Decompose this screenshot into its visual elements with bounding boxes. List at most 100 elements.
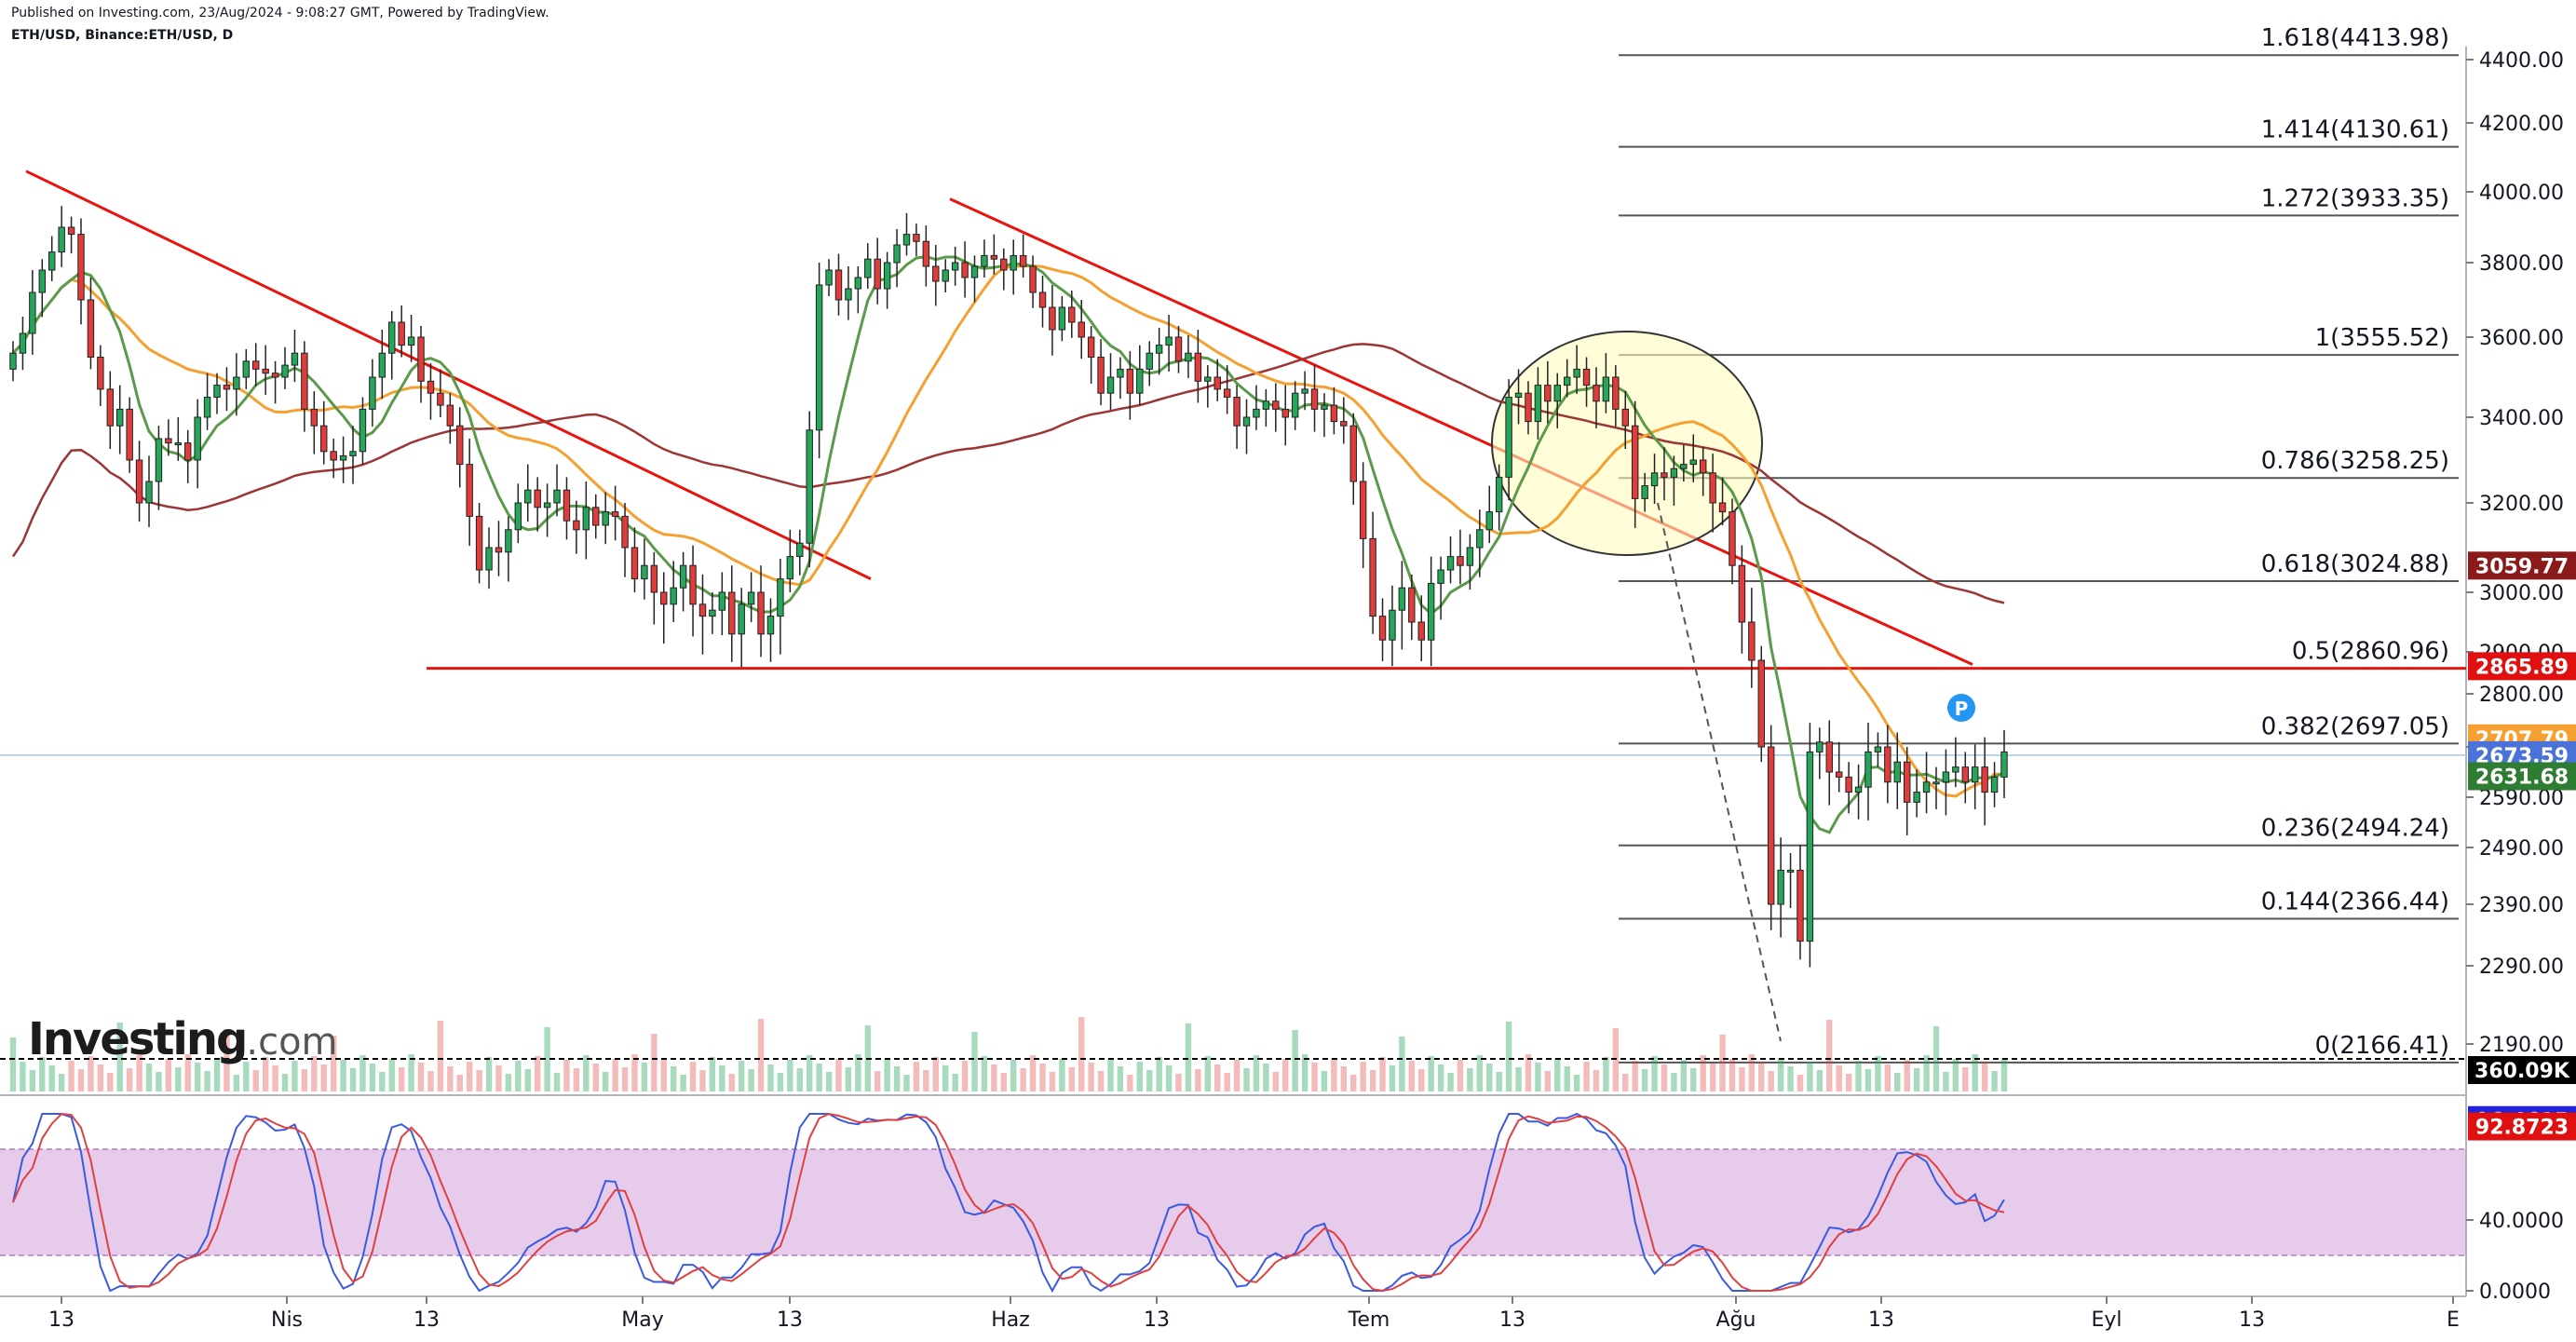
volume-bar: [719, 1065, 725, 1091]
candle-body: [87, 299, 95, 358]
candle-body: [970, 265, 979, 278]
candle-body: [1466, 547, 1474, 566]
candle-body: [1146, 352, 1153, 370]
candle-body: [485, 547, 493, 571]
fib-level-label: 1.618(4413.98): [2261, 24, 2449, 52]
candle-body: [1718, 502, 1727, 513]
candle-body: [1534, 385, 1542, 423]
candle-body: [1952, 766, 1959, 773]
volume-bar: [1214, 1064, 1221, 1091]
candle-body: [1242, 416, 1251, 427]
volume-bar: [485, 1057, 493, 1091]
volume-bar: [77, 1069, 85, 1091]
volume-bar: [1389, 1065, 1396, 1091]
candle-body: [1019, 254, 1027, 267]
candle-body: [922, 240, 930, 267]
volume-bar: [825, 1072, 833, 1091]
stoch-badge: [2468, 1112, 2576, 1141]
volume-bar: [1943, 1072, 1949, 1091]
volume-bar: [796, 1068, 803, 1091]
price-tick-label: 4200.00: [2479, 113, 2564, 136]
candle-body: [630, 547, 639, 580]
candle-body: [543, 502, 551, 508]
price-badge: [2468, 551, 2576, 580]
candle-body: [670, 587, 677, 605]
volume-bar: [1661, 1064, 1668, 1091]
candle-body: [1291, 392, 1299, 418]
candle-body: [349, 451, 357, 456]
volume-bar: [1020, 1068, 1026, 1091]
volume-bar: [1301, 1054, 1308, 1091]
candle-body: [359, 408, 367, 453]
volume-bar: [1175, 1074, 1182, 1091]
candle-body: [834, 269, 843, 301]
volume-bar: [689, 1062, 697, 1091]
volume-bar: [1039, 1064, 1046, 1091]
candle-body: [981, 254, 988, 267]
volume-bar: [1476, 1055, 1484, 1091]
volume-bar: [88, 1056, 94, 1091]
candle-body: [475, 515, 483, 571]
candle-body: [1174, 336, 1183, 362]
volume-bar: [1127, 1075, 1133, 1091]
time-tick-label: 13: [1144, 1308, 1170, 1332]
candle-body: [641, 564, 648, 580]
candle-body: [1621, 408, 1629, 427]
volume-bar: [515, 1061, 522, 1091]
volume-bar: [534, 1056, 541, 1091]
volume-bar: [1904, 1060, 1910, 1091]
candle-body: [1330, 404, 1338, 423]
volume-bar: [58, 1074, 65, 1091]
candle-body: [1582, 368, 1591, 386]
candle-body: [1321, 404, 1328, 410]
candle-body: [689, 564, 697, 605]
candle-body: [1942, 771, 1950, 783]
candle-body: [1446, 556, 1455, 571]
candle-body: [1661, 472, 1668, 478]
candle-body: [1000, 258, 1008, 271]
candle-body: [47, 251, 56, 271]
volume-bar: [1185, 1023, 1192, 1091]
candle-body: [679, 564, 687, 589]
candle-body: [573, 520, 580, 531]
candle-body: [1155, 345, 1163, 354]
time-tick-label: 13: [1499, 1308, 1525, 1332]
volume-bar: [476, 1070, 482, 1091]
candle-body: [893, 244, 901, 264]
volume-bar: [145, 1064, 153, 1091]
candle-body: [1106, 376, 1115, 394]
volume-bar: [1554, 1058, 1561, 1091]
volume-bar: [466, 1062, 473, 1091]
volume-bar: [1739, 1067, 1745, 1091]
candle-body: [1281, 408, 1289, 418]
volume-bar: [981, 1056, 988, 1091]
time-tick-label: 13: [1868, 1308, 1894, 1332]
candle-body: [1097, 357, 1105, 394]
candle-body: [1514, 392, 1523, 399]
candle-body: [1981, 766, 1988, 793]
candle-body: [1544, 385, 1552, 402]
candle-body: [1427, 582, 1435, 641]
volume-bar: [1428, 1056, 1434, 1091]
volume-bar: [757, 1019, 765, 1091]
candle-body: [1689, 459, 1697, 466]
volume-bar: [1671, 1073, 1677, 1091]
volume-bar: [330, 1036, 337, 1091]
fib-level-label: 0.236(2494.24): [2261, 815, 2449, 843]
candle-body: [1233, 397, 1241, 427]
candle-body: [815, 284, 823, 431]
time-tick-label: May: [621, 1308, 663, 1332]
volume-bar: [388, 1059, 395, 1091]
volume-bar: [748, 1069, 754, 1091]
volume-bar: [641, 1063, 648, 1091]
volume-bar: [884, 1058, 890, 1091]
candle-body: [145, 481, 153, 504]
volume-bar: [1748, 1054, 1756, 1091]
volume-bar: [660, 1058, 667, 1091]
volume-bar: [1836, 1065, 1842, 1091]
volume-bar: [1233, 1060, 1241, 1091]
volume-bar: [437, 1021, 444, 1091]
volume-bar: [1593, 1070, 1600, 1091]
volume-bar: [553, 1073, 561, 1091]
